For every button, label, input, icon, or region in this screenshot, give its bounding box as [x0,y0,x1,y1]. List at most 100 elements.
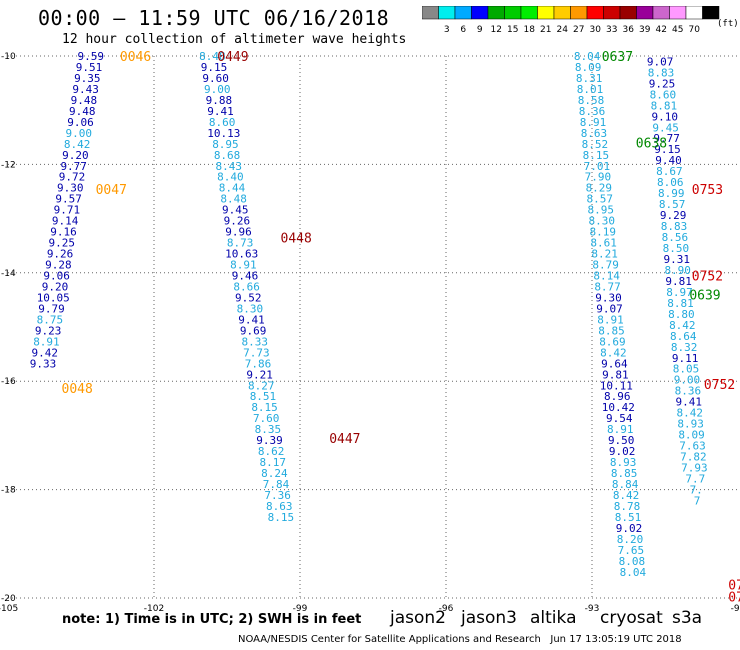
pass-time-label: 07 [728,578,740,593]
legend-label: 21 [540,25,551,35]
data-point: 9.07 [596,302,623,315]
data-point: 8.91 [607,423,634,436]
data-point: 9.30 [595,291,622,304]
data-point: 9.07 [647,55,674,68]
data-point: 9.81 [665,275,692,288]
data-point: 9.06 [67,116,94,129]
legend-units: (ft) [717,19,739,29]
data-point: 9.30 [57,182,84,195]
data-point: 8.24 [261,467,288,480]
pass-time-label: 07 [728,590,740,605]
pass-time-label: 0637 [602,50,633,65]
data-point: 10.05 [37,291,70,304]
data-point: 9.16 [50,226,77,239]
data-point: 9.71 [54,204,81,217]
data-point: 8.95 [588,204,615,217]
legend-s3a: s3a [672,608,703,628]
legend-label: 70 [689,25,701,35]
data-point: 8.40 [217,171,244,184]
data-point: 9.96 [225,226,252,239]
data-point: 9.50 [608,434,635,447]
data-point: 8.51 [250,390,277,403]
y-tick-label: -12 [1,160,16,170]
data-point: 8.32 [671,341,698,354]
data-point: 9.51 [76,61,103,74]
data-point: 9.23 [35,324,62,337]
data-point: 7 [694,494,701,507]
data-point: 8.30 [588,215,615,228]
page-title: 00:00 — 11:59 UTC 06/16/2018 [38,6,390,30]
data-point: 9.42 [31,346,58,359]
pass-time-label: 0449 [217,50,248,65]
data-point: 8.14 [593,270,620,283]
data-point: 9.10 [652,110,679,123]
data-point: 9.14 [52,215,79,228]
data-point: 7.90 [585,171,612,184]
pass-time-label: 0639 [689,288,720,303]
x-tick-label: -105 [0,604,18,614]
data-point: 8.09 [575,61,602,74]
data-point: 8.73 [227,237,254,250]
data-point: 7.7 [685,472,705,485]
data-point: 8.77 [594,280,621,293]
data-point: 8.91 [33,335,60,348]
data-point: 8.85 [611,467,638,480]
data-point: 8.50 [663,242,690,255]
data-point: 7.73 [243,346,270,359]
pass-time-label: 0752 [692,270,723,285]
data-point: 8.48 [199,50,226,63]
data-point: 9.45 [652,121,679,134]
y-tick-label: -14 [1,269,16,279]
data-point: 7.01 [584,160,611,173]
legend-altika: altika [530,608,577,628]
data-point: 8.85 [598,324,625,337]
footer-credit: NOAA/NESDIS Center for Satellite Applica… [238,634,682,645]
data-point: 9.40 [655,154,682,167]
legend-label: 24 [557,25,569,35]
data-point: 9.00 [204,83,231,96]
data-point: 9.25 [49,237,76,250]
data-point: 8.68 [214,149,241,162]
data-point: 9.31 [664,253,691,266]
data-point: 8.80 [668,308,695,321]
data-point: 8.42 [613,489,640,502]
data-point: 9.33 [30,357,57,370]
data-point: 9.41 [676,396,703,409]
color-legend: 3 6 9 12 15 18 21 24 27 30 33 36 39 42 45 70 [422,6,720,35]
data-point: 8.35 [255,423,282,436]
data-point: 8.17 [259,456,286,469]
pass-time-label: 0447 [329,432,360,447]
legend-label: 30 [590,25,602,35]
legend-swatch [702,6,720,20]
data-point: 8.57 [587,193,614,206]
pass-time-label: 0752 [704,378,735,393]
data-point: 8.36 [675,385,702,398]
data-point: 8.20 [617,533,644,546]
data-point: 9.28 [45,259,72,272]
y-tick-label: -20 [1,594,16,604]
data-point: 8.06 [657,176,684,189]
legend-label: 36 [623,25,635,35]
data-point: 9.02 [616,522,643,535]
data-point: 9.11 [672,352,699,365]
data-point: 8.05 [673,363,700,376]
data-point: 8.83 [648,66,675,79]
legend-label: 27 [573,25,584,35]
data-point: 9.52 [235,291,262,304]
data-point: 9.60 [202,72,229,85]
data-point: 8.42 [676,407,703,420]
data-point: 8.48 [220,193,247,206]
data-point: 9.46 [232,270,259,283]
legend-label: 18 [524,25,536,35]
legend-label: 6 [460,25,466,35]
data-point: 8.57 [659,198,686,211]
data-point: 10.63 [225,248,258,261]
data-point: 9.54 [606,412,633,425]
data-point: 8.60 [209,116,236,129]
data-point: 8.04 [574,50,601,63]
data-point: 9.02 [609,445,636,458]
data-point: 8.67 [656,165,683,178]
page-subtitle: 12 hour collection of altimeter wave hei… [62,32,407,47]
data-point: 9.21 [246,368,273,381]
data-point: 7.84 [263,478,290,491]
